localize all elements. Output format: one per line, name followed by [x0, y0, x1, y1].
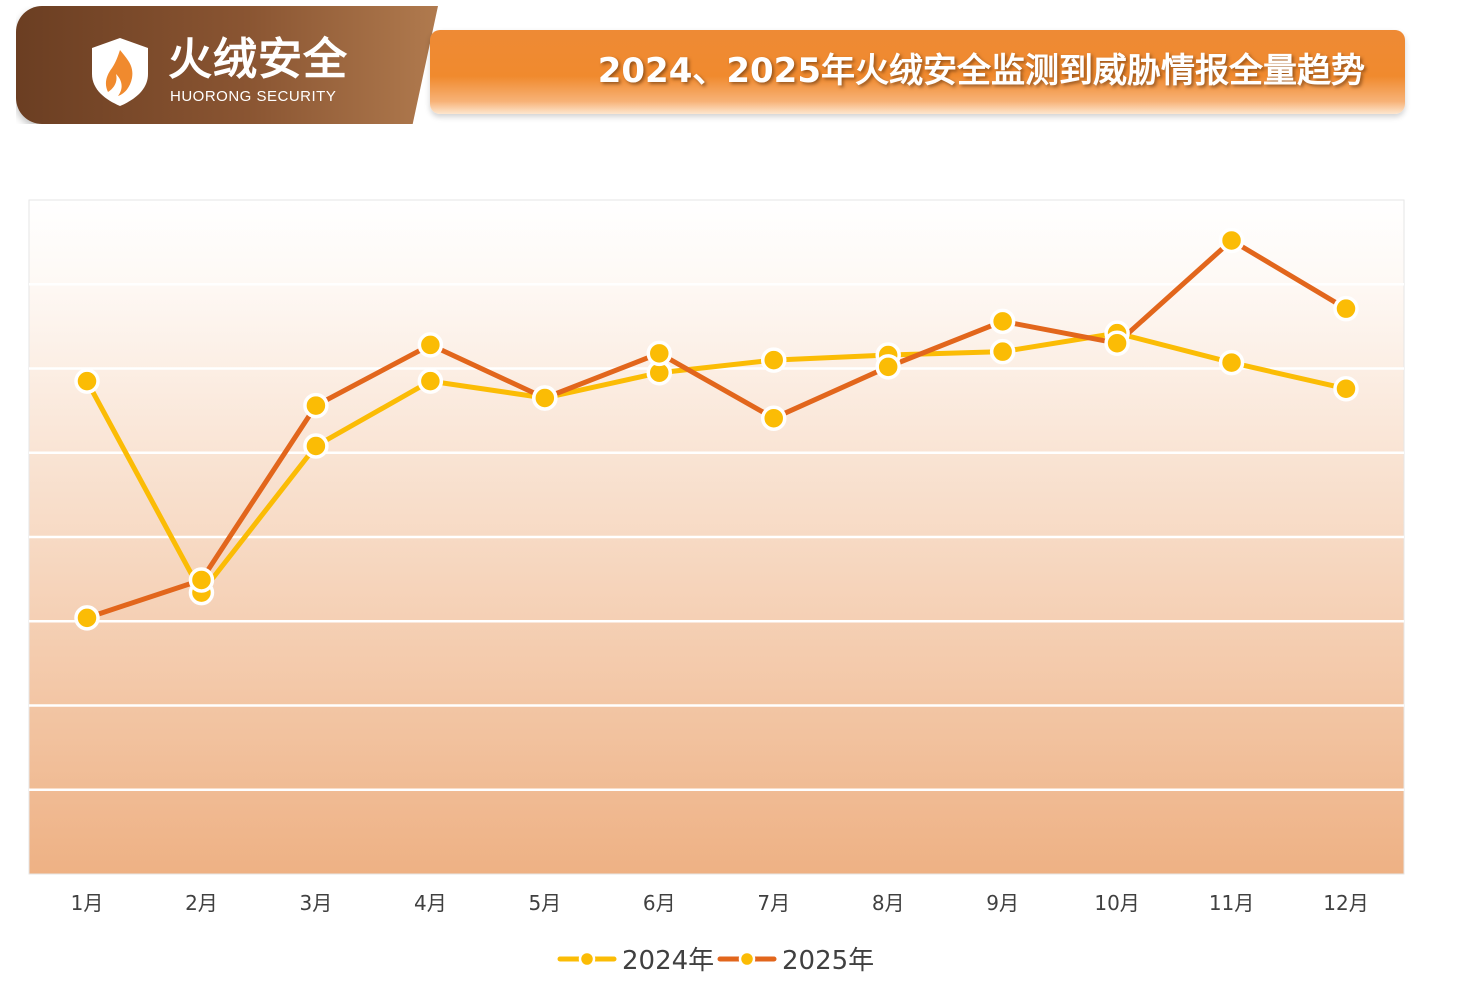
data-point-2025: [74, 605, 100, 631]
data-point-2025: [760, 405, 787, 431]
data-point-2024: [989, 338, 1016, 365]
series-line-2024: [84, 330, 1349, 596]
legend-label: 2024年: [622, 946, 714, 976]
data-point-2024: [303, 433, 329, 459]
data-point-2025: [532, 385, 558, 411]
x-tick-label: 8月: [872, 891, 905, 915]
x-tick-label: 3月: [300, 891, 333, 915]
brand-subtitle: HUORONG SECURITY: [170, 88, 337, 105]
legend-marker: [738, 950, 756, 968]
legend: 2024年 2025年: [557, 946, 874, 976]
data-point-2024: [1218, 349, 1245, 376]
data-point-2024: [760, 347, 787, 373]
x-tick-label: 7月: [757, 891, 790, 915]
data-point-2025: [1218, 227, 1245, 254]
brand-name: 火绒安全: [168, 34, 348, 85]
title-bar: 2024、2025年火绒安全监测到威胁情报全量趋势: [430, 30, 1405, 114]
data-point-2025: [1104, 330, 1130, 356]
legend-marker: [578, 950, 596, 968]
shield-logo-icon: [92, 38, 148, 106]
legend-label: 2025年: [782, 946, 874, 976]
logo-panel: [16, 6, 438, 124]
data-point-2025: [417, 332, 444, 358]
data-point-2025: [875, 354, 901, 380]
x-tick-label: 5月: [528, 891, 561, 915]
data-point-2025: [188, 567, 215, 593]
data-point-2025: [1333, 295, 1359, 322]
data-point-2025: [303, 392, 329, 419]
data-point-2025: [989, 308, 1016, 335]
x-tick-label: 11月: [1209, 891, 1254, 915]
series-line-2025: [84, 237, 1349, 621]
series-markers: [74, 227, 1359, 631]
x-tick-label: 12月: [1323, 891, 1368, 915]
x-tick-label: 1月: [71, 891, 104, 915]
data-point-2025: [646, 340, 673, 367]
x-tick-label: 9月: [986, 891, 1019, 915]
x-tick-label: 6月: [643, 891, 676, 915]
chart-title: 2024、2025年火绒安全监测到威胁情报全量趋势: [597, 51, 1365, 91]
x-tick-label: 4月: [414, 891, 447, 915]
x-tick-label: 2月: [185, 891, 218, 915]
series-lines: [84, 237, 1349, 621]
data-point-2024: [1333, 375, 1359, 402]
x-tick-label: 10月: [1094, 891, 1139, 915]
x-axis-ticks: 1月 2月 3月 4月 5月 6月 7月 8月 9月 10月 11月 12月: [71, 891, 1369, 915]
data-point-2024: [417, 368, 444, 394]
data-point-2024: [74, 368, 100, 394]
